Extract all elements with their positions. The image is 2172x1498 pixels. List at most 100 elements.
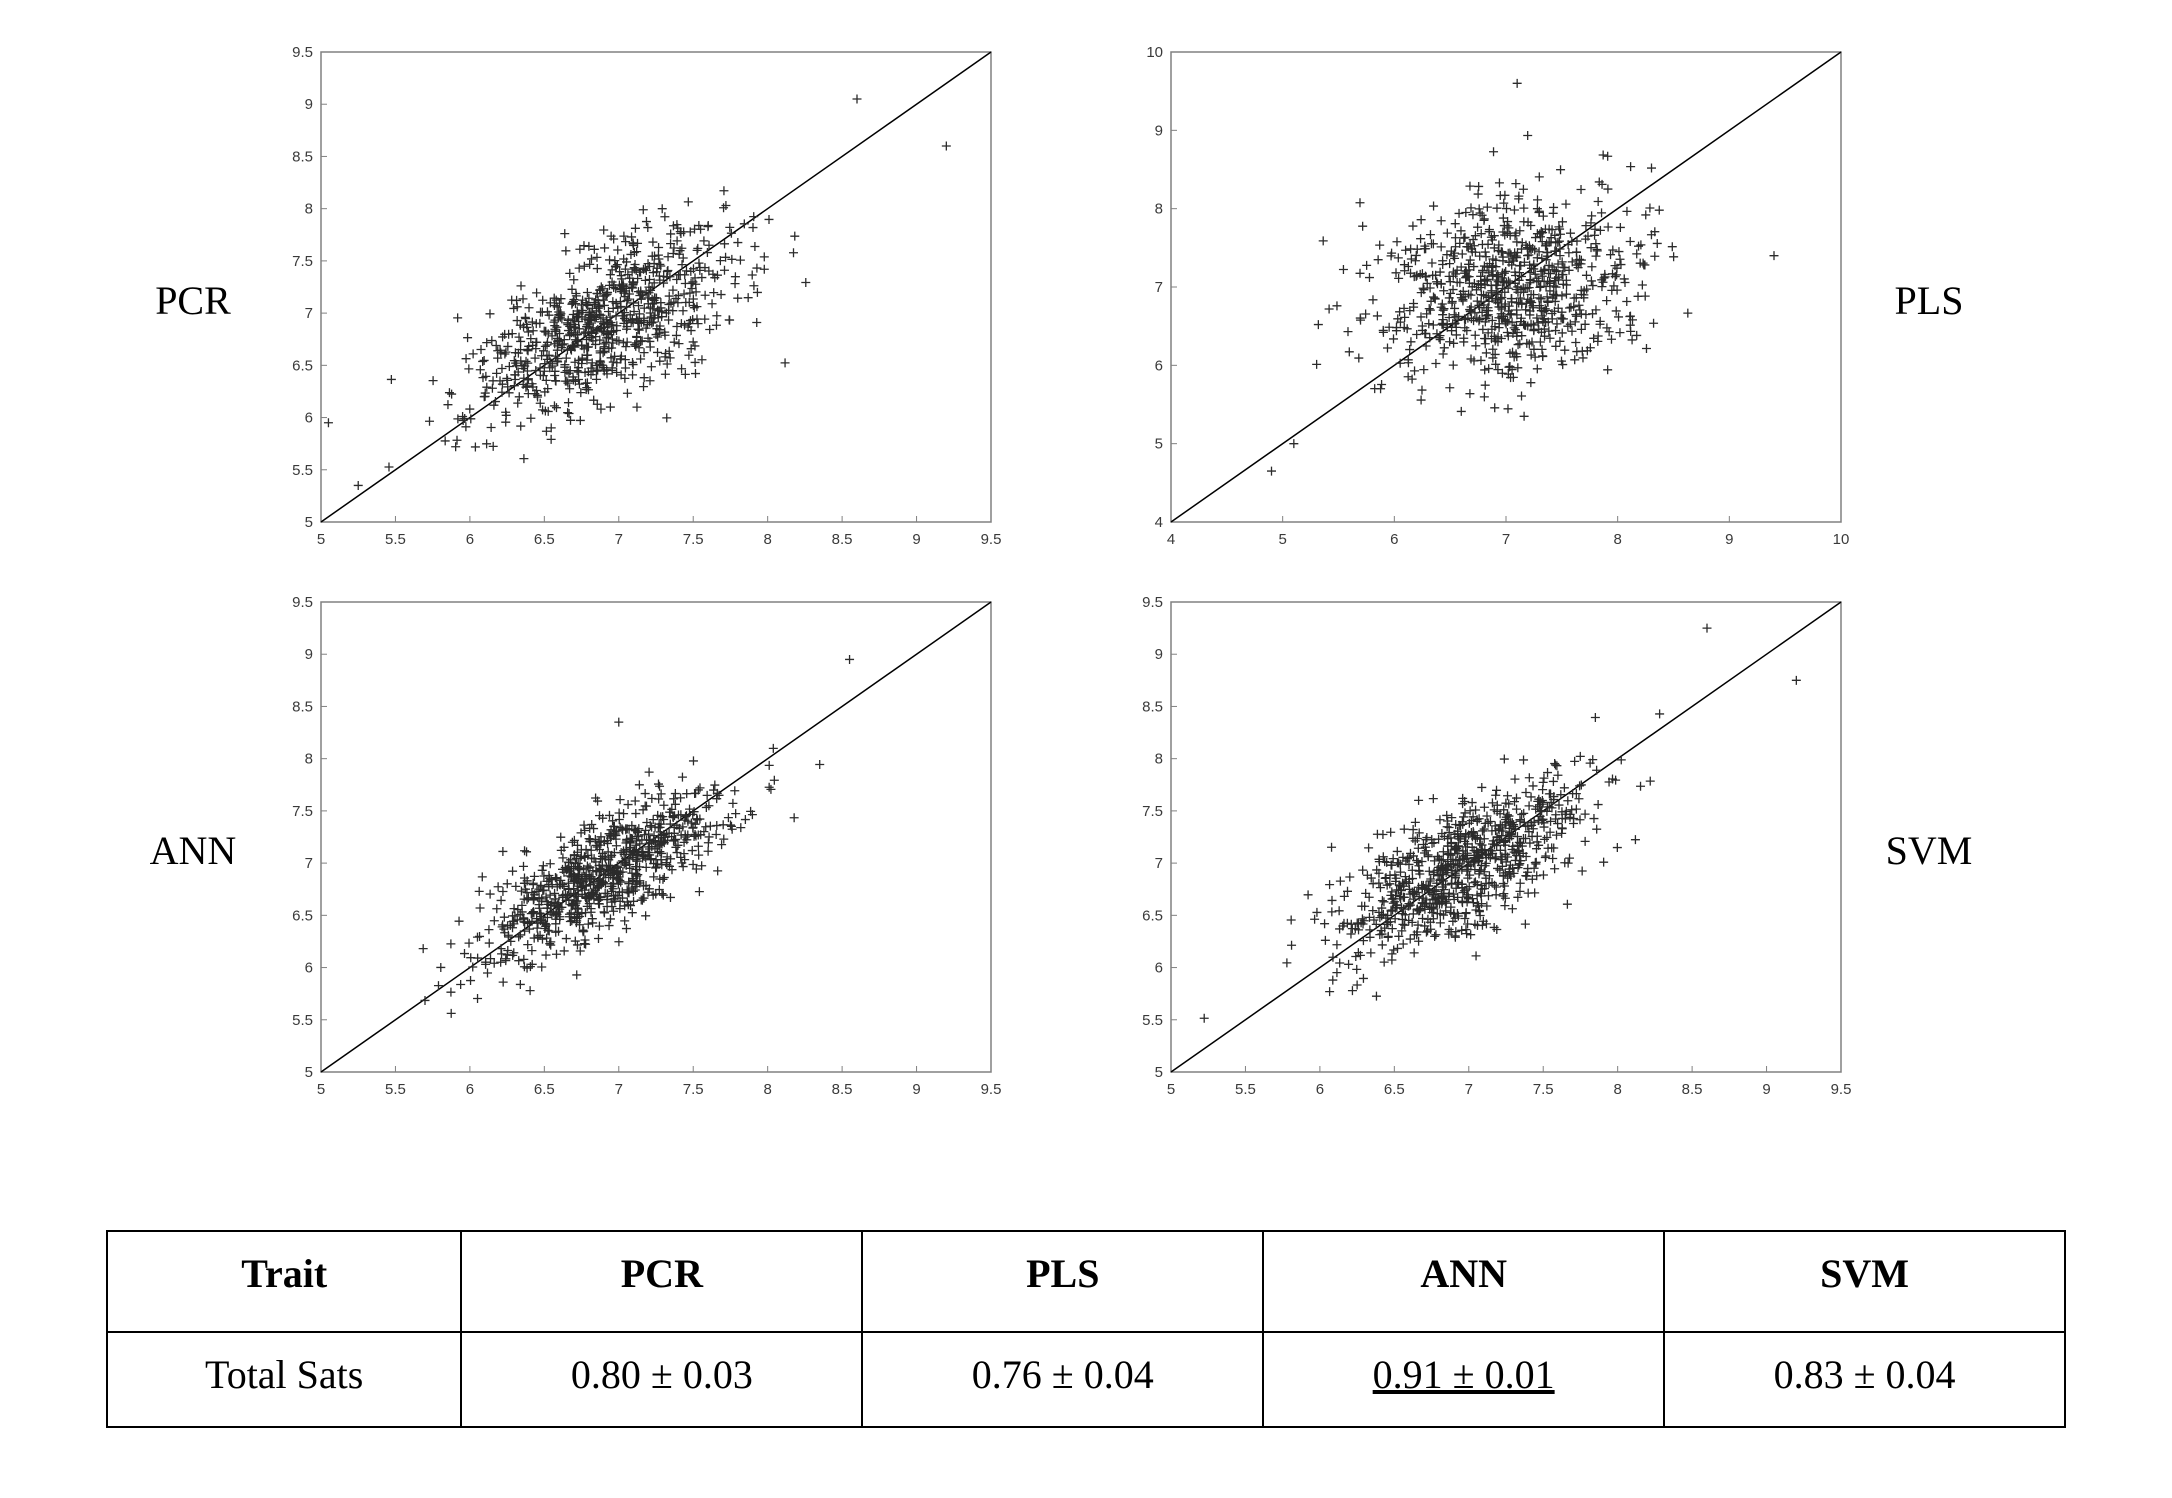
- table-cell: 0.76 ± 0.04: [862, 1332, 1263, 1427]
- svg-text:5: 5: [317, 1081, 325, 1098]
- col-pls: PLS: [862, 1231, 1263, 1332]
- svg-text:7.5: 7.5: [683, 531, 704, 548]
- scatter-plot-pls: 4 5 6 7 8 9 10 4 5 6 7 8 9 10: [1116, 40, 1856, 560]
- svg-text:6: 6: [466, 531, 474, 548]
- svg-text:7.5: 7.5: [1533, 1081, 1554, 1098]
- svg-text:7: 7: [305, 305, 313, 322]
- svg-text:8.5: 8.5: [832, 1081, 853, 1098]
- col-trait: Trait: [107, 1231, 461, 1332]
- svg-text:6.5: 6.5: [292, 357, 313, 374]
- svg-text:8: 8: [1613, 531, 1621, 548]
- svg-text:9.5: 9.5: [981, 531, 1002, 548]
- table-cell: 0.80 ± 0.03: [461, 1332, 862, 1427]
- svg-text:9: 9: [1762, 1081, 1770, 1098]
- svg-text:8.5: 8.5: [292, 698, 313, 715]
- svg-text:6.5: 6.5: [1384, 1081, 1405, 1098]
- svg-text:7: 7: [1155, 855, 1163, 872]
- svg-text:7: 7: [1465, 1081, 1473, 1098]
- svg-text:6: 6: [1316, 1081, 1324, 1098]
- svg-text:7.5: 7.5: [683, 1081, 704, 1098]
- svg-text:8: 8: [1155, 201, 1163, 218]
- col-svm: SVM: [1664, 1231, 2065, 1332]
- table-header-row: Trait PCR PLS ANN SVM: [107, 1231, 2065, 1332]
- svg-text:8.5: 8.5: [1682, 1081, 1703, 1098]
- chart-cell-svm: 55.566.577.588.599.555.566.577.588.599.5…: [1116, 590, 2052, 1110]
- svg-text:5.5: 5.5: [292, 462, 313, 479]
- svg-text:9: 9: [1155, 122, 1163, 139]
- col-pcr: PCR: [461, 1231, 862, 1332]
- svg-text:6.5: 6.5: [1142, 907, 1163, 924]
- svg-text:6: 6: [1390, 531, 1398, 548]
- charts-grid: PCR 5 5.5 6 6.5 7 7.5 8 8.5 9 9.5 5 5.5 6 6.5 7 7.5 8 8.5…: [40, 40, 2132, 1110]
- svg-text:5: 5: [1155, 1064, 1163, 1081]
- svg-text:8: 8: [305, 201, 313, 218]
- svg-text:7: 7: [305, 855, 313, 872]
- svg-text:7.5: 7.5: [1142, 803, 1163, 820]
- svg-text:6: 6: [305, 410, 313, 427]
- svg-text:6.5: 6.5: [534, 531, 555, 548]
- svg-text:5: 5: [1278, 531, 1286, 548]
- svg-text:8.5: 8.5: [1142, 698, 1163, 715]
- svg-text:5: 5: [305, 514, 313, 531]
- svg-text:7: 7: [615, 1081, 623, 1098]
- svg-text:9: 9: [305, 96, 313, 113]
- scatter-plot-pcr: 5 5.5 6 6.5 7 7.5 8 8.5 9 9.5 5 5.5 6 6.5 7 7.5 8 8.5 9 9.5: [266, 40, 1006, 560]
- col-ann: ANN: [1263, 1231, 1664, 1332]
- svg-text:6: 6: [466, 1081, 474, 1098]
- svg-text:7: 7: [615, 531, 623, 548]
- svg-text:4: 4: [1167, 531, 1175, 548]
- scatter-plot-svm: 55.566.577.588.599.555.566.577.588.599.5: [1116, 590, 1856, 1110]
- svg-text:5.5: 5.5: [385, 1081, 406, 1098]
- svg-text:8.5: 8.5: [832, 531, 853, 548]
- svg-text:8.5: 8.5: [292, 148, 313, 165]
- svg-text:5.5: 5.5: [292, 1012, 313, 1029]
- svg-text:10: 10: [1833, 531, 1850, 548]
- table-cell: 0.91 ± 0.01: [1263, 1332, 1664, 1427]
- svg-text:6.5: 6.5: [292, 907, 313, 924]
- chart-label-pls: PLS: [1856, 277, 2002, 324]
- svg-text:7: 7: [1155, 279, 1163, 296]
- table-cell: 0.83 ± 0.04: [1664, 1332, 2065, 1427]
- svg-text:5.5: 5.5: [1235, 1081, 1256, 1098]
- svg-text:6: 6: [1155, 960, 1163, 977]
- chart-cell-pls: 4 5 6 7 8 9 10 4 5 6 7 8 9 10 PLS: [1116, 40, 2052, 560]
- svg-text:6: 6: [1155, 357, 1163, 374]
- svg-text:9: 9: [305, 646, 313, 663]
- svg-text:7.5: 7.5: [292, 803, 313, 820]
- svg-text:5.5: 5.5: [1142, 1012, 1163, 1029]
- chart-label-ann: ANN: [120, 827, 266, 874]
- svg-text:9.5: 9.5: [292, 44, 313, 61]
- svg-text:5.5: 5.5: [385, 531, 406, 548]
- svg-text:5: 5: [317, 531, 325, 548]
- svg-text:9.5: 9.5: [1142, 594, 1163, 611]
- svg-text:8: 8: [763, 1081, 771, 1098]
- svg-text:9.5: 9.5: [292, 594, 313, 611]
- svg-text:6: 6: [305, 960, 313, 977]
- svg-text:10: 10: [1146, 44, 1163, 61]
- svg-text:9: 9: [912, 531, 920, 548]
- svg-text:9: 9: [1725, 531, 1733, 548]
- results-table: Trait PCR PLS ANN SVM Total Sats0.80 ± 0…: [106, 1230, 2066, 1428]
- chart-label-pcr: PCR: [120, 277, 266, 324]
- table-body: Total Sats0.80 ± 0.030.76 ± 0.040.91 ± 0…: [107, 1332, 2065, 1427]
- svg-text:6.5: 6.5: [534, 1081, 555, 1098]
- svg-text:9: 9: [912, 1081, 920, 1098]
- svg-text:4: 4: [1155, 514, 1163, 531]
- svg-text:5: 5: [1167, 1081, 1175, 1098]
- svg-text:9: 9: [1155, 646, 1163, 663]
- svg-text:8: 8: [305, 751, 313, 768]
- svg-text:7: 7: [1502, 531, 1510, 548]
- chart-label-svm: SVM: [1856, 827, 2002, 874]
- svg-text:9.5: 9.5: [1831, 1081, 1852, 1098]
- svg-text:9.5: 9.5: [981, 1081, 1002, 1098]
- scatter-plot-ann: 5 5.5 6 6.5 7 7.5 8 8.5 9 9.5 5 5.5 6 6.5 7 7.5 8 8.5 9 9.5: [266, 590, 1006, 1110]
- chart-cell-pcr: PCR 5 5.5 6 6.5 7 7.5 8 8.5 9 9.5 5 5.5 6 6.5 7 7.5 8 8.5…: [120, 40, 1056, 560]
- svg-text:8: 8: [1613, 1081, 1621, 1098]
- svg-text:5: 5: [305, 1064, 313, 1081]
- svg-text:8: 8: [763, 531, 771, 548]
- svg-text:7.5: 7.5: [292, 253, 313, 270]
- figure-panel: PCR 5 5.5 6 6.5 7 7.5 8 8.5 9 9.5 5 5.5 6 6.5 7 7.5 8 8.5…: [40, 40, 2132, 1428]
- chart-cell-ann: ANN 5 5.5 6 6.5 7 7.5 8 8.5 9 9.5 5 5.5 6 6.5 7 7.5 8 8.5…: [120, 590, 1056, 1110]
- table-cell: Total Sats: [107, 1332, 461, 1427]
- svg-text:5: 5: [1155, 436, 1163, 453]
